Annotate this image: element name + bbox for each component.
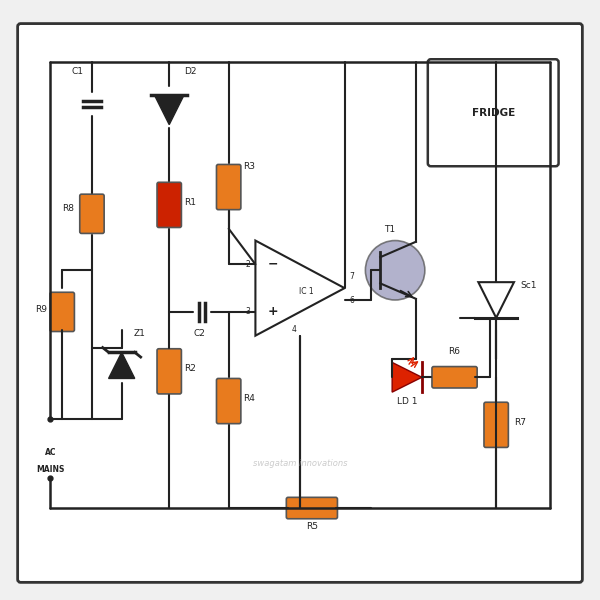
Text: 2: 2 [246,260,251,269]
Polygon shape [478,282,514,318]
Text: R1: R1 [184,198,196,207]
FancyBboxPatch shape [484,402,508,448]
FancyBboxPatch shape [50,292,74,332]
Text: 6: 6 [349,296,354,305]
FancyBboxPatch shape [286,497,337,519]
Text: 4: 4 [292,325,296,334]
Text: 7: 7 [349,272,354,281]
Text: R9: R9 [35,305,47,314]
Text: FRIDGE: FRIDGE [472,108,515,118]
FancyBboxPatch shape [217,379,241,424]
Text: +: + [268,305,278,319]
Text: Z1: Z1 [134,329,145,338]
Text: D2: D2 [184,67,197,76]
Text: Sc1: Sc1 [520,281,536,290]
FancyBboxPatch shape [157,182,181,227]
Text: AC: AC [44,448,56,457]
Text: MAINS: MAINS [36,466,65,475]
FancyBboxPatch shape [217,164,241,209]
Text: R6: R6 [449,346,461,355]
Text: C1: C1 [71,67,83,76]
Text: R4: R4 [244,394,256,403]
Text: IC 1: IC 1 [299,287,313,296]
Text: R5: R5 [306,522,318,531]
Text: LD 1: LD 1 [397,397,417,406]
FancyBboxPatch shape [157,349,181,394]
Polygon shape [392,362,422,392]
Text: 3: 3 [246,307,251,316]
FancyBboxPatch shape [17,23,583,583]
Text: −: − [268,258,278,271]
Text: R7: R7 [514,418,526,427]
FancyBboxPatch shape [432,367,477,388]
Text: C2: C2 [193,329,205,338]
Polygon shape [154,95,184,125]
Text: R8: R8 [62,204,74,213]
Polygon shape [109,352,135,379]
FancyBboxPatch shape [80,194,104,233]
FancyBboxPatch shape [428,59,559,166]
Text: swagatam innovations: swagatam innovations [253,460,347,469]
Text: R3: R3 [244,162,256,171]
Circle shape [365,241,425,300]
Polygon shape [256,241,344,335]
Text: T1: T1 [383,224,395,233]
Text: R2: R2 [184,364,196,373]
